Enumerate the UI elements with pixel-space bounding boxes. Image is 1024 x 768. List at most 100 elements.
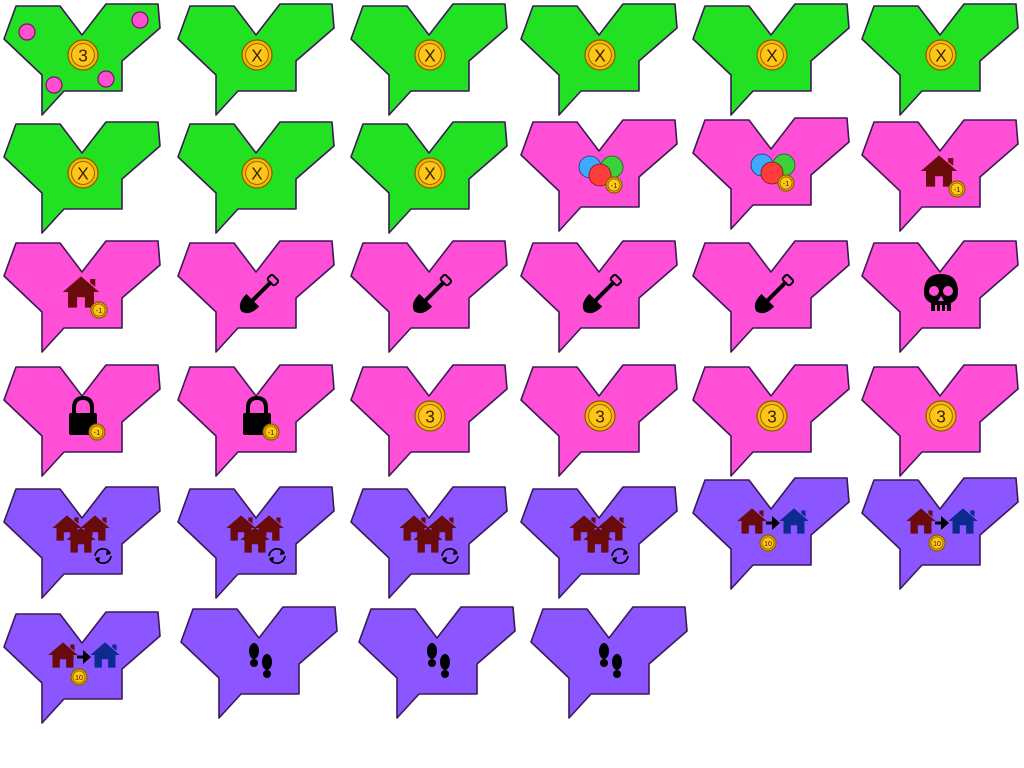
tile-shape (692, 477, 850, 590)
minus-coin-label: -1 (94, 428, 100, 437)
game-tile[interactable]: -1 (692, 117, 850, 230)
house-icon (779, 508, 809, 534)
coin-label: X (935, 46, 947, 66)
house-icon (48, 642, 78, 668)
coin-icon: 3 (756, 400, 788, 432)
shovel-icon (239, 273, 280, 314)
dot-icon (45, 76, 63, 94)
swap-arrows-icon (611, 548, 629, 564)
game-tile[interactable]: -1 (3, 240, 161, 353)
coin-label: X (251, 164, 263, 184)
game-tile[interactable]: -1 (3, 364, 161, 477)
game-tile[interactable]: 3 (861, 364, 1019, 477)
coin-label: 10 (764, 539, 772, 548)
game-tile[interactable] (520, 240, 678, 353)
house-icon (906, 508, 936, 534)
game-tile[interactable]: 3 (692, 364, 850, 477)
coin-label: 3 (425, 407, 435, 427)
game-tile[interactable] (350, 240, 508, 353)
game-tile[interactable] (350, 486, 508, 599)
minus-coin-label: -1 (611, 181, 617, 190)
game-tile[interactable]: 10 (861, 477, 1019, 590)
coin-icon: 3 (67, 39, 99, 71)
coin-label: X (424, 164, 436, 184)
game-tile[interactable]: X (177, 121, 335, 234)
game-tile[interactable] (520, 486, 678, 599)
house-icon (413, 527, 443, 553)
minus-coin-label: -1 (268, 428, 274, 437)
colored-circles-icon (578, 155, 624, 187)
coin-icon: X (241, 39, 273, 71)
house-icon (920, 155, 958, 187)
footprints-icon (427, 643, 450, 678)
coin-label: X (766, 46, 778, 66)
coin-label: 10 (933, 539, 941, 548)
tile-shape (861, 477, 1019, 590)
game-tile[interactable]: -1 (520, 119, 678, 232)
game-tile[interactable]: 10 (3, 611, 161, 724)
game-tile[interactable]: X (350, 3, 508, 116)
coin-label: 3 (767, 407, 777, 427)
game-tile[interactable]: 3 (520, 364, 678, 477)
house-icon (240, 527, 270, 553)
minus-coin-label: -1 (783, 179, 789, 188)
coin-icon: X (925, 39, 957, 71)
game-tile[interactable] (861, 240, 1019, 353)
coin-label: 3 (595, 407, 605, 427)
house-icon (66, 527, 96, 553)
dot-icon (131, 11, 149, 29)
game-tile[interactable] (692, 240, 850, 353)
coin-icon: X (414, 157, 446, 189)
game-tile[interactable]: 10 (692, 477, 850, 590)
house-icon (737, 508, 767, 534)
colored-circles-icon (750, 153, 796, 185)
coin-label: X (594, 46, 606, 66)
coin-label: X (424, 46, 436, 66)
minus-coin-label: -1 (96, 306, 102, 315)
game-tile[interactable] (180, 606, 338, 719)
game-tile[interactable]: X (520, 3, 678, 116)
game-tile[interactable] (177, 240, 335, 353)
minus-coin-label: -1 (954, 185, 960, 194)
game-tile[interactable]: X (177, 3, 335, 116)
game-tile[interactable] (177, 486, 335, 599)
coin-label: 10 (75, 673, 83, 682)
game-tile[interactable] (358, 606, 516, 719)
swap-arrows-icon (441, 548, 459, 564)
game-tile[interactable]: X (3, 121, 161, 234)
shovel-icon (582, 273, 623, 314)
minus-coin-icon: -1 (605, 176, 623, 194)
game-tile[interactable]: 3 (3, 3, 161, 116)
minus-coin-icon: -1 (90, 301, 108, 319)
swap-arrows-icon (94, 548, 112, 564)
tile-shape (180, 606, 338, 719)
game-tile[interactable]: X (350, 121, 508, 234)
coin-icon: 3 (925, 400, 957, 432)
game-tile[interactable]: 3 (350, 364, 508, 477)
skull-icon (924, 274, 958, 311)
game-tile[interactable] (3, 486, 161, 599)
coin-label: X (251, 46, 263, 66)
coin-icon: X (584, 39, 616, 71)
coin-icon: 10 (928, 534, 946, 552)
arrow-right-icon (766, 516, 780, 530)
minus-coin-icon: -1 (262, 423, 280, 441)
arrow-right-icon (935, 516, 949, 530)
coin-icon: X (756, 39, 788, 71)
shovel-icon (754, 273, 795, 314)
game-tile[interactable]: -1 (861, 119, 1019, 232)
house-icon (62, 276, 100, 308)
coin-icon: 3 (414, 400, 446, 432)
coin-icon: 3 (584, 400, 616, 432)
game-tile[interactable] (530, 606, 688, 719)
game-tile[interactable]: X (692, 3, 850, 116)
coin-label: 3 (936, 407, 946, 427)
minus-coin-icon: -1 (777, 174, 795, 192)
coin-label: 3 (78, 46, 88, 66)
tile-shape (3, 611, 161, 724)
dot-icon (97, 70, 115, 88)
coin-icon: 10 (70, 668, 88, 686)
game-tile[interactable]: X (861, 3, 1019, 116)
game-tile[interactable]: -1 (177, 364, 335, 477)
